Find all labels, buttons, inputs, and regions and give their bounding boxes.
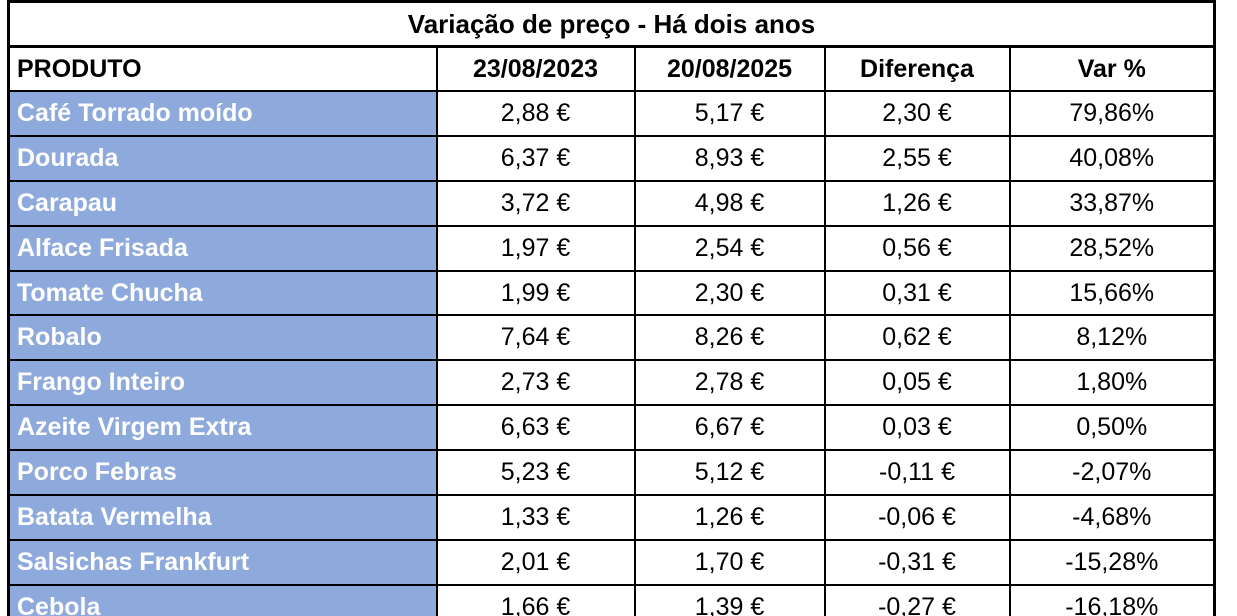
price-2025-cell: 2,54 €: [633, 224, 826, 272]
header-row: PRODUTO 23/08/2023 20/08/2025 Diferença …: [7, 45, 1216, 92]
price-2023-cell: 5,23 €: [435, 449, 636, 497]
table-row: Dourada 6,37 € 8,93 € 2,55 € 40,08%: [7, 134, 1216, 182]
var-pct-cell: -16,18%: [1008, 583, 1216, 616]
var-pct-cell: 40,08%: [1008, 134, 1216, 182]
column-header-date-2023: 23/08/2023: [435, 45, 636, 92]
table-row: Café Torrado moído 2,88 € 5,17 € 2,30 € …: [7, 90, 1216, 137]
title-row: Variação de preço - Há dois anos: [7, 0, 1216, 48]
product-cell: Cebola: [7, 583, 438, 616]
difference-cell: 0,56 €: [823, 224, 1011, 272]
product-cell: Dourada: [7, 134, 438, 182]
table-row: Batata Vermelha 1,33 € 1,26 € -0,06 € -4…: [7, 494, 1216, 541]
var-pct-cell: -15,28%: [1008, 538, 1216, 586]
var-pct-cell: -2,07%: [1008, 449, 1216, 497]
price-2023-cell: 6,37 €: [435, 134, 636, 182]
table-row: Porco Febras 5,23 € 5,12 € -0,11 € -2,07…: [7, 449, 1216, 497]
price-2023-cell: 1,33 €: [435, 494, 636, 541]
table-row: Carapau 3,72 € 4,98 € 1,26 € 33,87%: [7, 179, 1216, 227]
price-2023-cell: 1,66 €: [435, 583, 636, 616]
price-2025-cell: 5,12 €: [633, 449, 826, 497]
price-2023-cell: 3,72 €: [435, 179, 636, 227]
price-2023-cell: 7,64 €: [435, 314, 636, 362]
difference-cell: 2,30 €: [823, 90, 1011, 137]
table-row: Cebola 1,66 € 1,39 € -0,27 € -16,18%: [7, 583, 1216, 616]
var-pct-cell: 28,52%: [1008, 224, 1216, 272]
difference-cell: 0,31 €: [823, 269, 1011, 317]
price-2025-cell: 1,26 €: [633, 494, 826, 541]
var-pct-cell: 1,80%: [1008, 359, 1216, 407]
column-header-diferenca: Diferença: [823, 45, 1011, 92]
table-row: Robalo 7,64 € 8,26 € 0,62 € 8,12%: [7, 314, 1216, 362]
var-pct-cell: 8,12%: [1008, 314, 1216, 362]
price-2025-cell: 1,70 €: [633, 538, 826, 586]
price-2025-cell: 4,98 €: [633, 179, 826, 227]
price-2025-cell: 8,26 €: [633, 314, 826, 362]
price-2025-cell: 2,30 €: [633, 269, 826, 317]
table-row: Frango Inteiro 2,73 € 2,78 € 0,05 € 1,80…: [7, 359, 1216, 407]
price-2023-cell: 1,99 €: [435, 269, 636, 317]
product-cell: Tomate Chucha: [7, 269, 438, 317]
column-header-date-2025: 20/08/2025: [633, 45, 826, 92]
var-pct-cell: 79,86%: [1008, 90, 1216, 137]
product-cell: Carapau: [7, 179, 438, 227]
product-cell: Alface Frisada: [7, 224, 438, 272]
var-pct-cell: 0,50%: [1008, 404, 1216, 452]
price-2025-cell: 6,67 €: [633, 404, 826, 452]
product-cell: Azeite Virgem Extra: [7, 404, 438, 452]
price-2025-cell: 8,93 €: [633, 134, 826, 182]
table-row: Azeite Virgem Extra 6,63 € 6,67 € 0,03 €…: [7, 404, 1216, 452]
price-2025-cell: 1,39 €: [633, 583, 826, 616]
difference-cell: -0,06 €: [823, 494, 1011, 541]
difference-cell: -0,27 €: [823, 583, 1011, 616]
difference-cell: 0,05 €: [823, 359, 1011, 407]
var-pct-cell: 15,66%: [1008, 269, 1216, 317]
table-row: Salsichas Frankfurt 2,01 € 1,70 € -0,31 …: [7, 538, 1216, 586]
product-cell: Robalo: [7, 314, 438, 362]
product-cell: Batata Vermelha: [7, 494, 438, 541]
price-2025-cell: 5,17 €: [633, 90, 826, 137]
product-cell: Salsichas Frankfurt: [7, 538, 438, 586]
var-pct-cell: 33,87%: [1008, 179, 1216, 227]
price-variation-table: Variação de preço - Há dois anos PRODUTO…: [7, 0, 1217, 616]
column-header-produto: PRODUTO: [7, 45, 438, 92]
price-2025-cell: 2,78 €: [633, 359, 826, 407]
price-2023-cell: 1,97 €: [435, 224, 636, 272]
var-pct-cell: -4,68%: [1008, 494, 1216, 541]
product-cell: Café Torrado moído: [7, 90, 438, 137]
difference-cell: 0,62 €: [823, 314, 1011, 362]
table-row: Alface Frisada 1,97 € 2,54 € 0,56 € 28,5…: [7, 224, 1216, 272]
difference-cell: 0,03 €: [823, 404, 1011, 452]
column-header-var-pct: Var %: [1008, 45, 1216, 92]
product-cell: Frango Inteiro: [7, 359, 438, 407]
price-2023-cell: 2,01 €: [435, 538, 636, 586]
product-cell: Porco Febras: [7, 449, 438, 497]
difference-cell: -0,11 €: [823, 449, 1011, 497]
table-row: Tomate Chucha 1,99 € 2,30 € 0,31 € 15,66…: [7, 269, 1216, 317]
price-2023-cell: 6,63 €: [435, 404, 636, 452]
table-title: Variação de preço - Há dois anos: [7, 0, 1216, 48]
price-2023-cell: 2,88 €: [435, 90, 636, 137]
price-2023-cell: 2,73 €: [435, 359, 636, 407]
difference-cell: -0,31 €: [823, 538, 1011, 586]
difference-cell: 2,55 €: [823, 134, 1011, 182]
difference-cell: 1,26 €: [823, 179, 1011, 227]
